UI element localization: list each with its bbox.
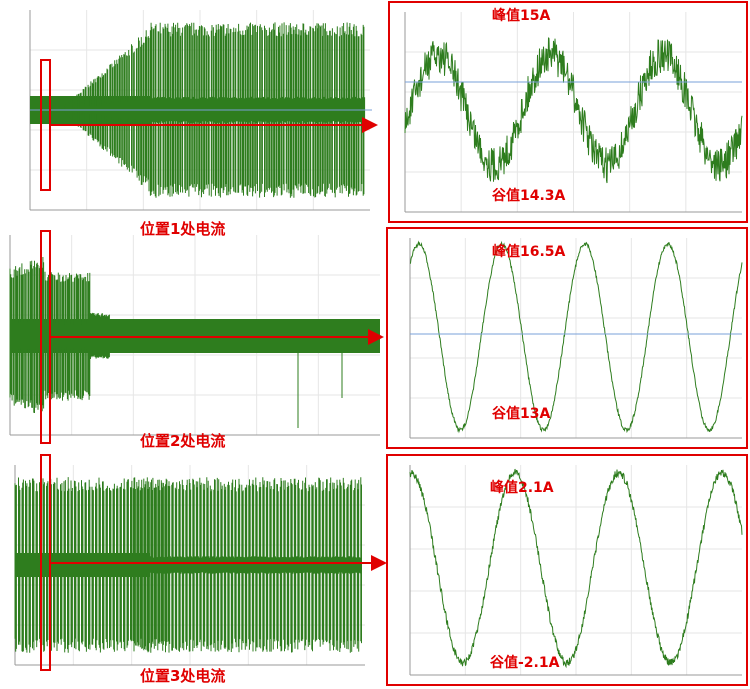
valley-label: 谷值-2.1A [490, 654, 560, 671]
valley-label: 谷值14.3A [492, 187, 566, 204]
peak-label: 峰值2.1A [490, 479, 554, 496]
waveform [409, 240, 743, 434]
zoom-box [386, 227, 748, 449]
waveform [409, 468, 743, 669]
waveforms [9, 10, 743, 676]
waveform [404, 37, 743, 184]
waveform [9, 257, 110, 414]
peak-label: 峰值16.5A [492, 243, 566, 260]
waveform [14, 477, 362, 653]
panel-label: 位置2处电流 [140, 432, 225, 450]
panel-label: 位置1处电流 [140, 220, 225, 238]
peak-label: 峰值15A [492, 7, 550, 24]
zoom-box [386, 454, 748, 686]
zoom-box [388, 1, 748, 223]
valley-label: 谷值13A [492, 405, 550, 422]
panel-label: 位置3处电流 [140, 667, 225, 685]
